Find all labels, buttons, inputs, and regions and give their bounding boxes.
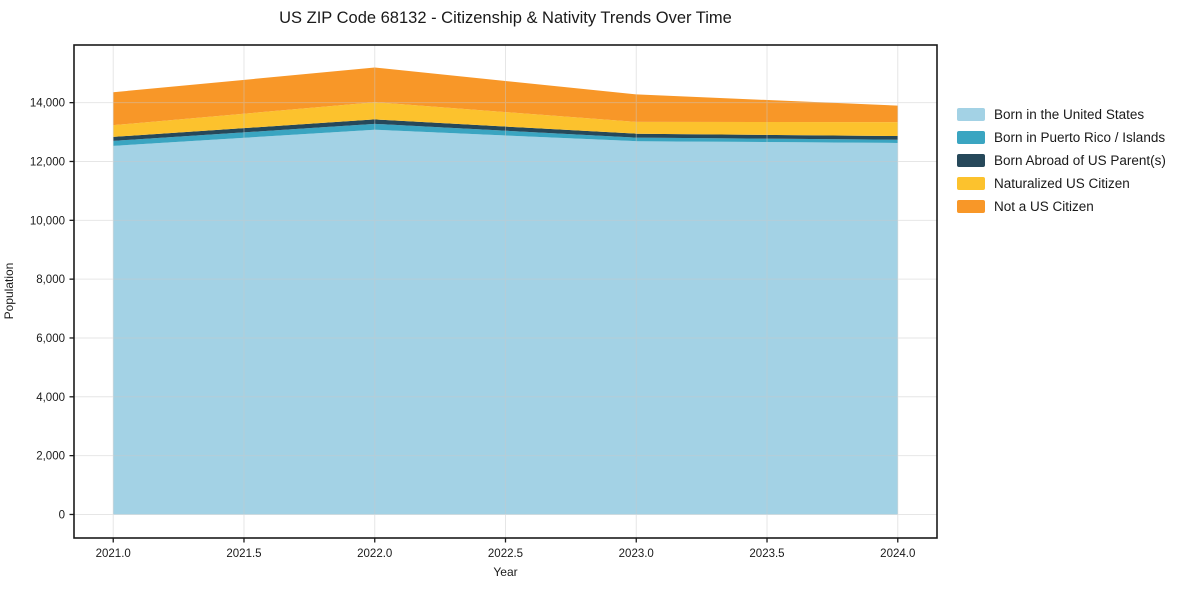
tick-marks: [69, 102, 899, 543]
legend-swatch: [957, 177, 985, 190]
svg-text:2021.5: 2021.5: [226, 548, 261, 560]
svg-text:6,000: 6,000: [36, 333, 65, 345]
area-series-3: [113, 102, 898, 137]
svg-text:2022.0: 2022.0: [357, 548, 392, 560]
legend-label: Naturalized US Citizen: [994, 176, 1130, 191]
y-tick-labels: 0 2,000 4,000 6,000 8,000 10,000 12,000 14,000: [30, 98, 65, 522]
chart-title: US ZIP Code 68132 - Citizenship & Nativi…: [279, 9, 732, 27]
legend-label: Born in Puerto Rico / Islands: [994, 130, 1166, 145]
area-series-1: [113, 123, 898, 146]
svg-text:4,000: 4,000: [36, 392, 65, 404]
svg-text:0: 0: [59, 509, 65, 521]
y-axis-label: Population: [2, 262, 16, 320]
svg-text:2024.0: 2024.0: [880, 548, 915, 560]
legend-item-2: Born Abroad of US Parent(s): [957, 149, 1166, 172]
legend-swatch: [957, 131, 985, 144]
svg-text:2023.0: 2023.0: [619, 548, 654, 560]
x-axis-label: Year: [493, 565, 518, 579]
legend-item-4: Not a US Citizen: [957, 195, 1166, 218]
svg-text:2023.5: 2023.5: [749, 548, 784, 560]
area-series-group: [113, 67, 898, 515]
x-tick-labels: 2021.0 2021.5 2022.0 2022.5 2023.0 2023.5 2024…: [96, 548, 916, 560]
legend-label: Not a US Citizen: [994, 199, 1094, 214]
svg-text:12,000: 12,000: [30, 156, 65, 168]
area-series-0: [113, 129, 898, 515]
svg-text:2,000: 2,000: [36, 451, 65, 463]
svg-text:2022.5: 2022.5: [488, 548, 523, 560]
svg-text:14,000: 14,000: [30, 98, 65, 110]
legend-swatch: [957, 154, 985, 167]
legend-item-1: Born in Puerto Rico / Islands: [957, 126, 1166, 149]
legend-swatch: [957, 200, 985, 213]
legend-label: Born Abroad of US Parent(s): [994, 153, 1166, 168]
grid-lines: [74, 45, 937, 538]
area-series-4: [113, 67, 898, 126]
legend-item-3: Naturalized US Citizen: [957, 172, 1166, 195]
area-series-2: [113, 119, 898, 141]
svg-text:10,000: 10,000: [30, 215, 65, 227]
svg-text:2021.0: 2021.0: [96, 548, 131, 560]
legend-item-0: Born in the United States: [957, 103, 1166, 126]
svg-text:8,000: 8,000: [36, 274, 65, 286]
legend-label: Born in the United States: [994, 107, 1145, 122]
legend: Born in the United States Born in Puerto …: [957, 103, 1166, 218]
legend-swatch: [957, 108, 985, 121]
